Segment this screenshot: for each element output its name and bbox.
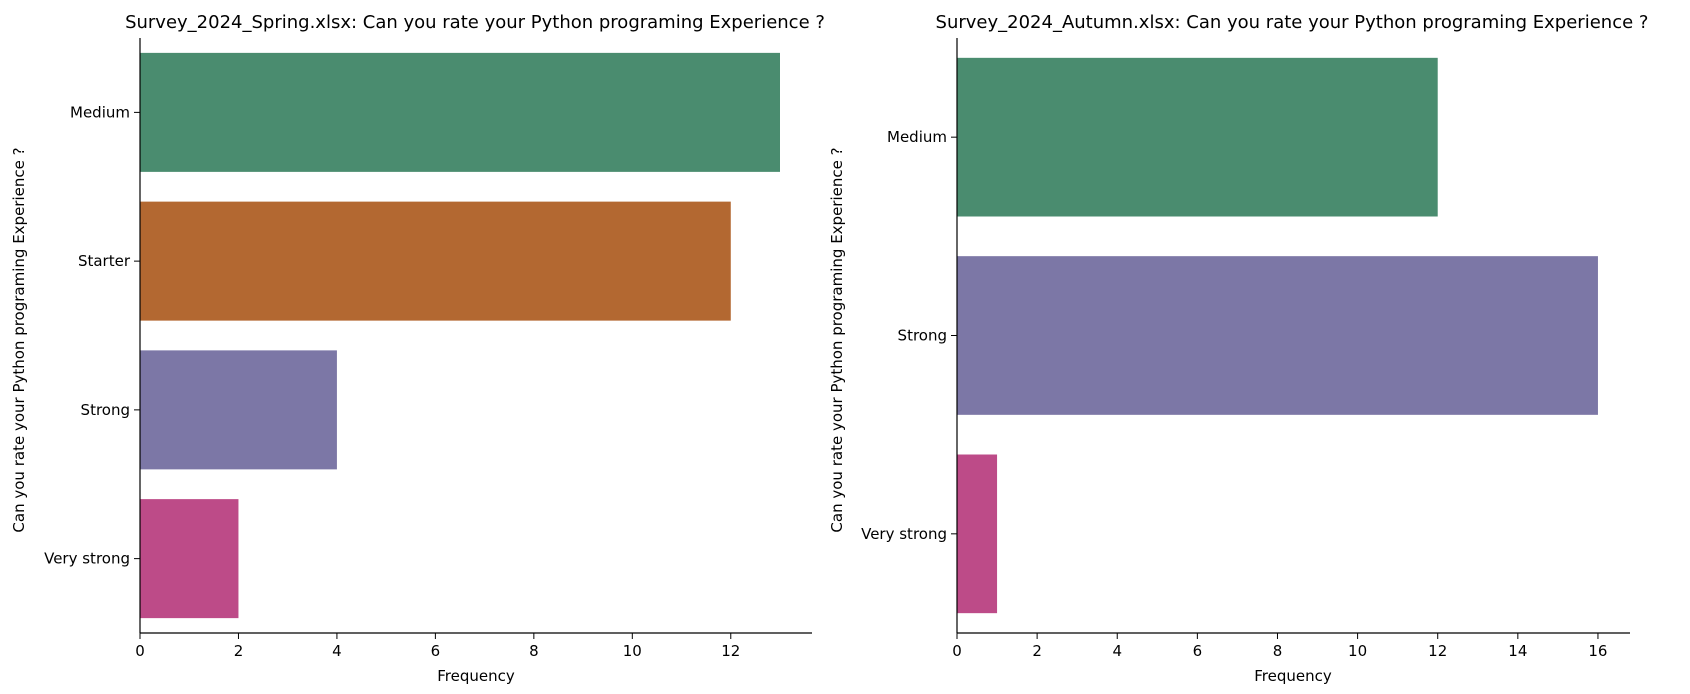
bar xyxy=(140,499,239,619)
x-tick-label: 6 xyxy=(431,642,441,660)
x-tick-label: 2 xyxy=(1032,642,1042,660)
y-tick-label: Starter xyxy=(78,252,131,270)
chart-title: Survey_2024_Autumn.xlsx: Can you rate yo… xyxy=(936,12,1649,33)
bar xyxy=(957,256,1598,415)
x-tick-label: 2 xyxy=(234,642,244,660)
y-tick-label: Medium xyxy=(887,128,947,146)
y-tick-label: Strong xyxy=(898,327,947,345)
x-tick-label: 10 xyxy=(623,642,642,660)
bar xyxy=(140,52,780,172)
chart-panel-spring: Survey_2024_Spring.xlsx: Can you rate yo… xyxy=(10,12,825,685)
bar xyxy=(140,201,731,321)
x-tick-label: 12 xyxy=(721,642,740,660)
x-tick-label: 16 xyxy=(1588,642,1607,660)
bar xyxy=(957,454,998,614)
chart-panel-autumn: Survey_2024_Autumn.xlsx: Can you rate yo… xyxy=(828,12,1648,685)
x-tick-label: 10 xyxy=(1348,642,1367,660)
y-tick-label: Strong xyxy=(81,401,130,419)
bar xyxy=(140,350,337,470)
y-tick-label: Medium xyxy=(70,103,130,121)
x-axis-label: Frequency xyxy=(1254,667,1332,685)
chart-title: Survey_2024_Spring.xlsx: Can you rate yo… xyxy=(125,12,825,33)
x-tick-label: 8 xyxy=(1273,642,1283,660)
x-tick-label: 14 xyxy=(1508,642,1527,660)
x-tick-label: 6 xyxy=(1193,642,1203,660)
x-tick-label: 8 xyxy=(529,642,539,660)
x-tick-label: 12 xyxy=(1428,642,1447,660)
y-axis-label: Can you rate your Python programing Expe… xyxy=(10,147,28,532)
x-tick-label: 4 xyxy=(1112,642,1122,660)
y-tick-label: Very strong xyxy=(861,525,947,543)
y-tick-label: Very strong xyxy=(44,550,130,568)
x-tick-label: 0 xyxy=(135,642,145,660)
x-tick-label: 0 xyxy=(952,642,962,660)
y-axis-label: Can you rate your Python programing Expe… xyxy=(828,147,846,532)
x-tick-label: 4 xyxy=(332,642,342,660)
bar xyxy=(957,57,1438,217)
x-axis-label: Frequency xyxy=(437,667,515,685)
